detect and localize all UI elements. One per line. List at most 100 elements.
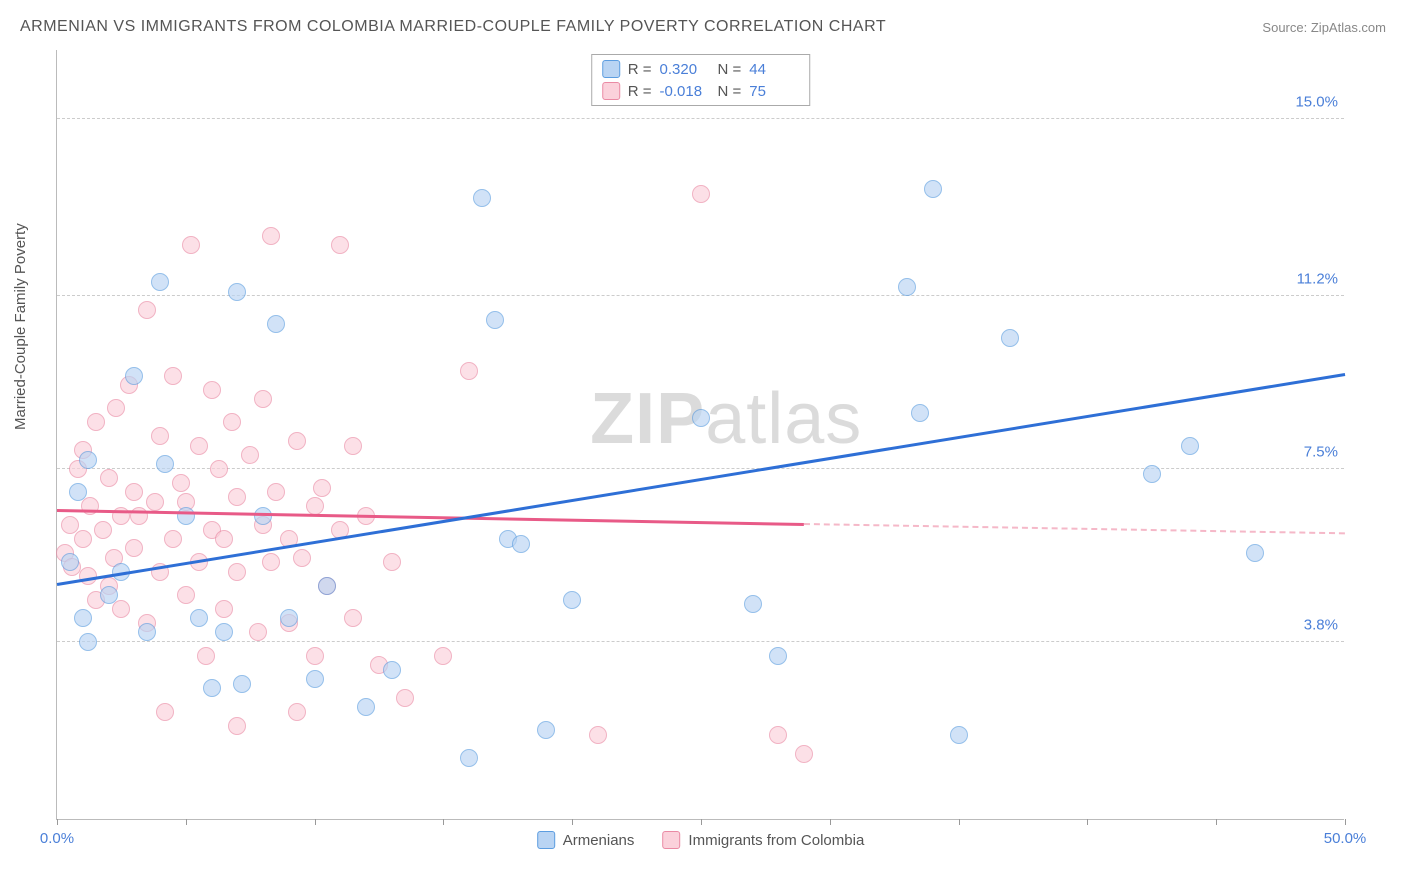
scatter-point-series2: [396, 689, 414, 707]
scatter-point-series1: [215, 623, 233, 641]
scatter-point-series2: [228, 563, 246, 581]
scatter-point-series2: [589, 726, 607, 744]
scatter-point-series1: [383, 661, 401, 679]
scatter-point-series2: [100, 469, 118, 487]
x-tick: [1345, 819, 1346, 825]
scatter-point-series2: [228, 717, 246, 735]
scatter-point-series2: [313, 479, 331, 497]
scatter-point-series1: [228, 283, 246, 301]
scatter-point-series2: [383, 553, 401, 571]
swatch-blue-icon: [602, 60, 620, 78]
scatter-point-series2: [262, 227, 280, 245]
x-tick-label: 0.0%: [40, 830, 74, 847]
y-tick-label: 15.0%: [1295, 94, 1338, 111]
scatter-point-series2: [94, 521, 112, 539]
x-tick-label: 50.0%: [1324, 830, 1367, 847]
scatter-point-series1: [318, 577, 336, 595]
scatter-point-series1: [138, 623, 156, 641]
x-tick: [315, 819, 316, 825]
scatter-point-series1: [1001, 329, 1019, 347]
scatter-point-series2: [267, 483, 285, 501]
scatter-point-series2: [288, 703, 306, 721]
scatter-point-series1: [74, 609, 92, 627]
scatter-point-series1: [563, 591, 581, 609]
scatter-point-series1: [254, 507, 272, 525]
r-value: 0.320: [660, 61, 710, 78]
scatter-point-series2: [306, 647, 324, 665]
scatter-point-series2: [190, 437, 208, 455]
scatter-point-series2: [254, 390, 272, 408]
x-tick: [959, 819, 960, 825]
scatter-point-series1: [898, 278, 916, 296]
scatter-point-series1: [692, 409, 710, 427]
scatter-point-series2: [215, 600, 233, 618]
scatter-point-series2: [138, 301, 156, 319]
scatter-point-series1: [473, 189, 491, 207]
legend-item-series2: Immigrants from Colombia: [662, 831, 864, 849]
scatter-point-series1: [280, 609, 298, 627]
scatter-point-series1: [306, 670, 324, 688]
x-tick: [57, 819, 58, 825]
scatter-point-series1: [61, 553, 79, 571]
scatter-point-series2: [434, 647, 452, 665]
scatter-point-series1: [769, 647, 787, 665]
gridline-horizontal: [57, 641, 1344, 642]
y-tick-label: 11.2%: [1297, 271, 1338, 288]
gridline-horizontal: [57, 295, 1344, 296]
scatter-point-series2: [795, 745, 813, 763]
watermark: ZIPatlas: [590, 378, 862, 460]
scatter-point-series1: [79, 451, 97, 469]
y-tick-label: 7.5%: [1304, 444, 1338, 461]
scatter-point-series2: [344, 609, 362, 627]
scatter-point-series1: [744, 595, 762, 613]
scatter-point-series2: [210, 460, 228, 478]
x-tick: [572, 819, 573, 825]
r-label: R =: [628, 83, 652, 100]
scatter-point-series1: [125, 367, 143, 385]
scatter-point-series2: [125, 539, 143, 557]
source-name: ZipAtlas.com: [1311, 20, 1386, 35]
scatter-point-series2: [81, 497, 99, 515]
watermark-bold: ZIP: [590, 379, 705, 459]
scatter-point-series1: [1246, 544, 1264, 562]
n-value: 44: [749, 61, 799, 78]
scatter-point-series2: [306, 497, 324, 515]
r-value: -0.018: [660, 83, 710, 100]
scatter-point-series2: [146, 493, 164, 511]
scatter-point-series2: [182, 236, 200, 254]
scatter-point-series1: [267, 315, 285, 333]
scatter-point-series2: [130, 507, 148, 525]
swatch-pink-icon: [662, 831, 680, 849]
scatter-point-series1: [950, 726, 968, 744]
n-label: N =: [718, 61, 742, 78]
scatter-point-series1: [460, 749, 478, 767]
scatter-point-series2: [344, 437, 362, 455]
scatter-point-series1: [486, 311, 504, 329]
stats-row-series1: R = 0.320 N = 44: [602, 58, 800, 80]
y-tick-label: 3.8%: [1304, 616, 1338, 633]
regression-line-series2-extrapolated: [804, 523, 1345, 534]
scatter-point-series2: [107, 399, 125, 417]
scatter-point-series2: [228, 488, 246, 506]
scatter-point-series1: [177, 507, 195, 525]
scatter-point-series2: [692, 185, 710, 203]
scatter-point-series1: [156, 455, 174, 473]
series-legend: Armenians Immigrants from Colombia: [537, 831, 865, 849]
scatter-point-series1: [357, 698, 375, 716]
scatter-point-series2: [164, 367, 182, 385]
legend-label: Armenians: [563, 832, 635, 849]
x-tick: [186, 819, 187, 825]
y-axis-label: Married-Couple Family Poverty: [12, 223, 29, 430]
source-attribution: Source: ZipAtlas.com: [1262, 20, 1386, 35]
x-tick: [701, 819, 702, 825]
x-tick: [830, 819, 831, 825]
source-label: Source:: [1262, 20, 1307, 35]
scatter-point-series2: [112, 600, 130, 618]
x-tick: [1087, 819, 1088, 825]
scatter-point-series1: [911, 404, 929, 422]
scatter-point-series2: [125, 483, 143, 501]
scatter-point-series2: [460, 362, 478, 380]
scatter-point-series2: [241, 446, 259, 464]
scatter-point-series2: [156, 703, 174, 721]
scatter-point-series2: [164, 530, 182, 548]
